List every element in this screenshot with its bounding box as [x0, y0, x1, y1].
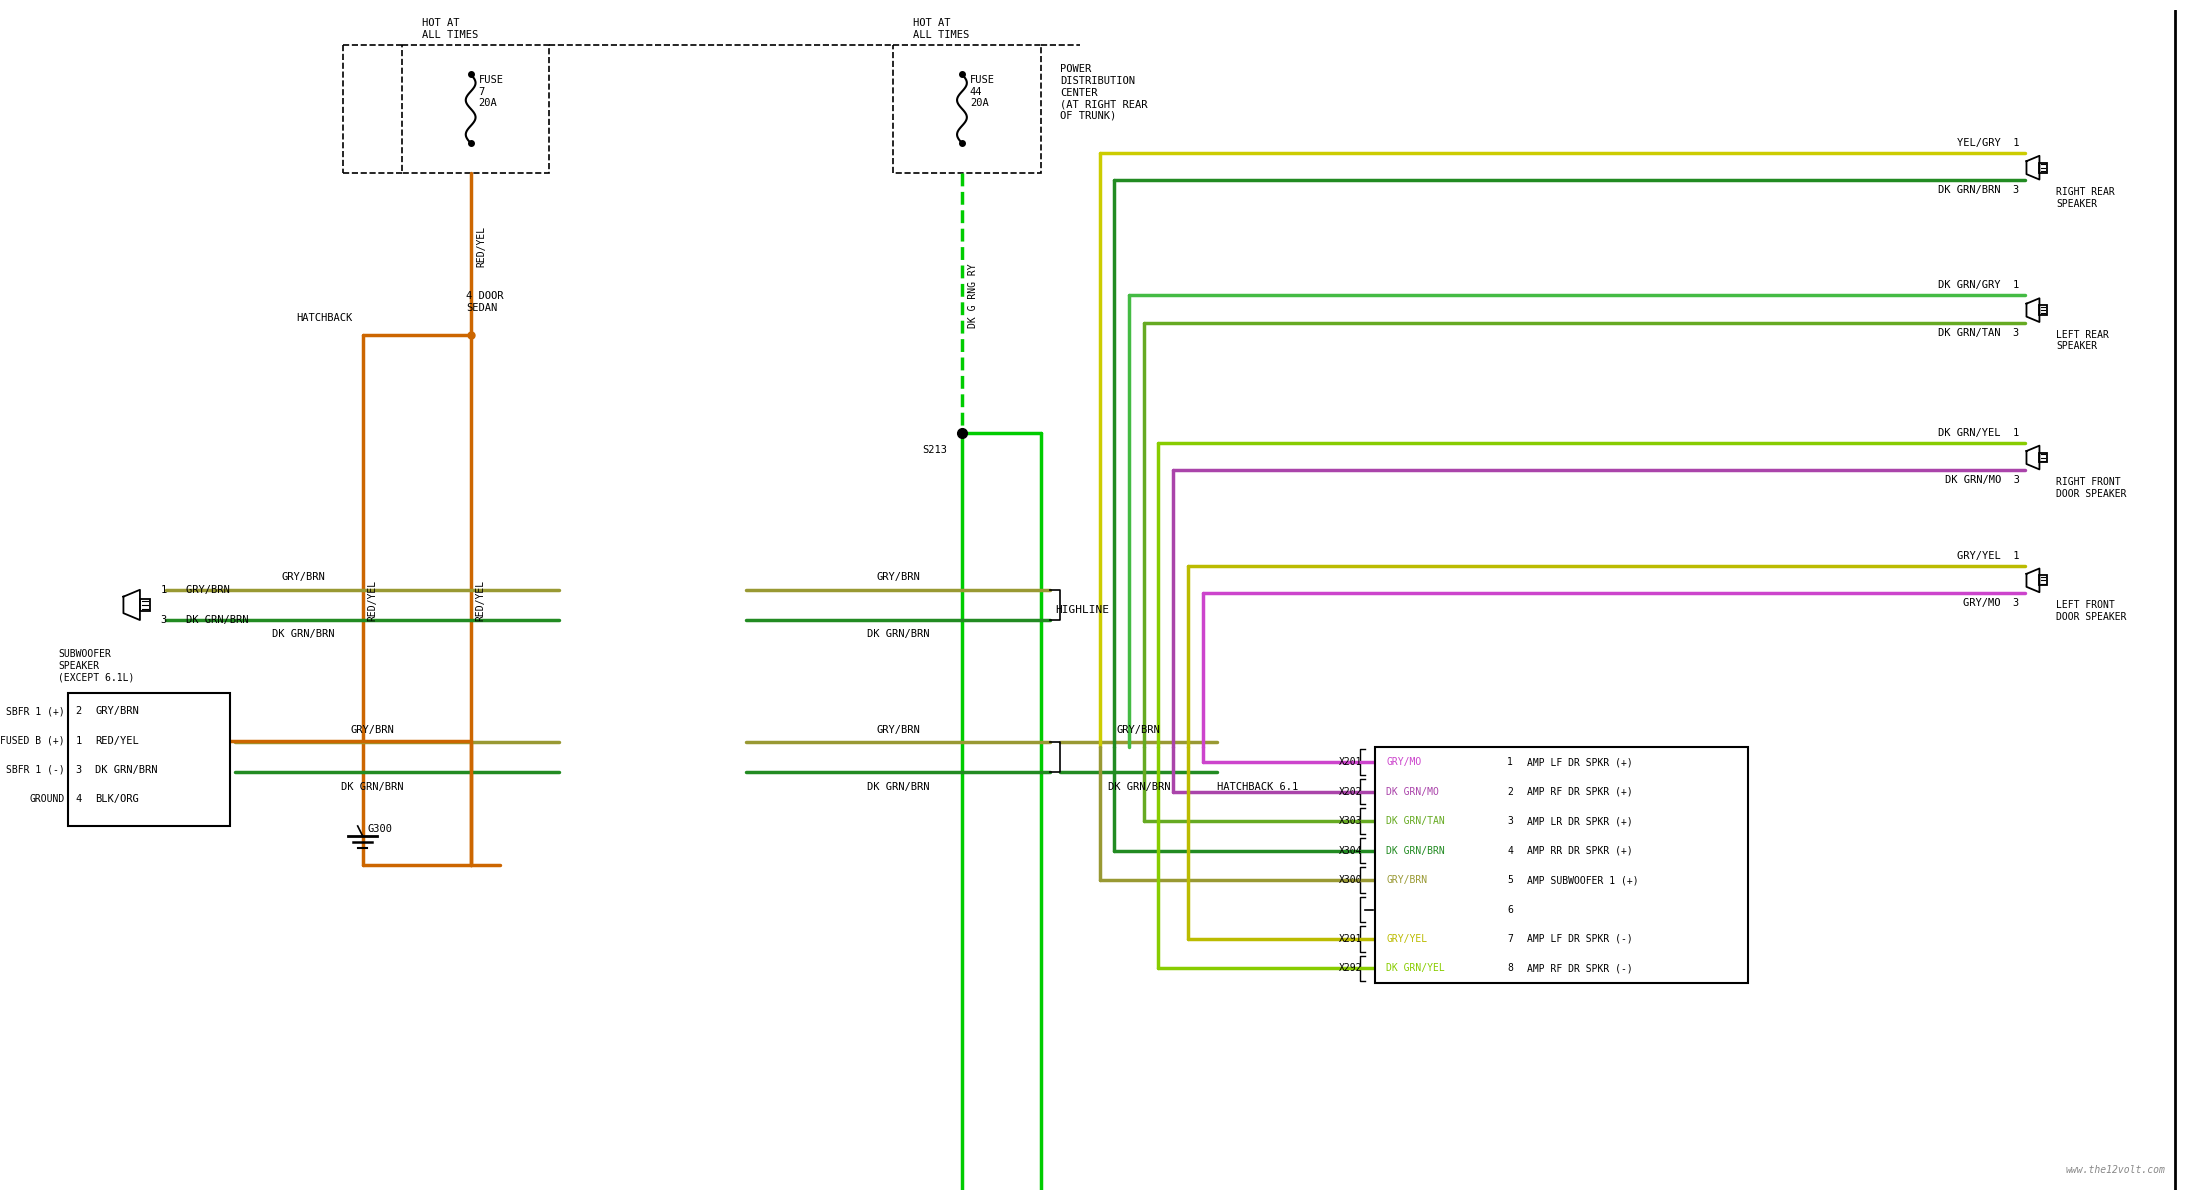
- Text: GROUND: GROUND: [29, 794, 64, 804]
- Text: GRY/YEL: GRY/YEL: [1386, 934, 1428, 944]
- Text: 7: 7: [1507, 934, 1514, 944]
- Text: GRY/BRN: GRY/BRN: [876, 725, 920, 734]
- Text: DK GRN/BRN: DK GRN/BRN: [1386, 846, 1445, 856]
- Text: 5: 5: [1507, 875, 1514, 886]
- Text: GRY/MO  3: GRY/MO 3: [1962, 598, 2020, 608]
- Text: GRY/YEL  1: GRY/YEL 1: [1958, 551, 2020, 560]
- Text: GRY/BRN: GRY/BRN: [95, 706, 139, 716]
- Text: RED/YEL: RED/YEL: [367, 580, 378, 620]
- Text: DK GRN/YEL  1: DK GRN/YEL 1: [1938, 428, 2020, 438]
- Text: 1   GRY/BRN: 1 GRY/BRN: [161, 586, 231, 595]
- Text: GRY/BRN: GRY/BRN: [350, 725, 394, 734]
- Text: FUSE
44
20A: FUSE 44 20A: [970, 74, 994, 108]
- Text: DK GRN/BRN  3: DK GRN/BRN 3: [1938, 185, 2020, 196]
- Text: BLK/ORG: BLK/ORG: [95, 794, 139, 804]
- Text: HOT AT
ALL TIMES: HOT AT ALL TIMES: [913, 18, 968, 40]
- Text: DK GRN/BRN: DK GRN/BRN: [867, 781, 928, 792]
- Text: GRY/BRN: GRY/BRN: [1118, 725, 1162, 734]
- Text: www.the12volt.com: www.the12volt.com: [2066, 1165, 2165, 1175]
- Text: 4: 4: [1507, 846, 1514, 856]
- Text: 8: 8: [1507, 964, 1514, 973]
- Text: X202: X202: [1340, 787, 1362, 797]
- Text: DK GRN/BRN: DK GRN/BRN: [1107, 781, 1170, 792]
- Text: 3: 3: [75, 764, 81, 775]
- Text: SBFR 1 (-): SBFR 1 (-): [7, 764, 64, 775]
- Text: DK GRN/MO: DK GRN/MO: [1386, 787, 1439, 797]
- Text: DK GRN/BRN: DK GRN/BRN: [867, 630, 928, 640]
- Text: POWER
DISTRIBUTION
CENTER
(AT RIGHT REAR
OF TRUNK): POWER DISTRIBUTION CENTER (AT RIGHT REAR…: [1060, 65, 1148, 121]
- Text: RIGHT REAR
SPEAKER: RIGHT REAR SPEAKER: [2057, 187, 2114, 209]
- Text: 1: 1: [75, 736, 81, 745]
- Text: AMP RF DR SPKR (+): AMP RF DR SPKR (+): [1527, 787, 1632, 797]
- Text: 3   DK GRN/BRN: 3 DK GRN/BRN: [161, 614, 249, 625]
- Text: X292: X292: [1340, 964, 1362, 973]
- Text: RED/YEL: RED/YEL: [95, 736, 139, 745]
- Text: DK GRN/BRN: DK GRN/BRN: [341, 781, 403, 792]
- Text: HOT AT
ALL TIMES: HOT AT ALL TIMES: [422, 18, 477, 40]
- Text: X304: X304: [1340, 846, 1362, 856]
- Text: AMP LF DR SPKR (-): AMP LF DR SPKR (-): [1527, 934, 1632, 944]
- Bar: [403, 44, 550, 173]
- Text: X303: X303: [1340, 816, 1362, 826]
- Bar: [68, 694, 231, 826]
- Text: 6: 6: [1507, 905, 1514, 914]
- Text: YEL/GRY  1: YEL/GRY 1: [1958, 138, 2020, 148]
- Text: FUSE
7
20A: FUSE 7 20A: [480, 74, 504, 108]
- Text: GRY/MO: GRY/MO: [1386, 757, 1421, 767]
- Text: G300: G300: [367, 824, 392, 834]
- Text: GRY/BRN: GRY/BRN: [282, 572, 326, 582]
- Text: AMP RR DR SPKR (+): AMP RR DR SPKR (+): [1527, 846, 1632, 856]
- Text: RED/YEL: RED/YEL: [477, 226, 486, 266]
- Text: AMP LF DR SPKR (+): AMP LF DR SPKR (+): [1527, 757, 1632, 767]
- Text: DK G RNG RY: DK G RNG RY: [968, 263, 977, 328]
- Text: 1: 1: [1507, 757, 1514, 767]
- Bar: [2039, 163, 2046, 173]
- Text: 4 DOOR
SEDAN: 4 DOOR SEDAN: [466, 292, 504, 313]
- Text: 2: 2: [75, 706, 81, 716]
- Text: X300: X300: [1340, 875, 1362, 886]
- Text: HATCHBACK: HATCHBACK: [297, 313, 352, 323]
- Text: RIGHT FRONT
DOOR SPEAKER: RIGHT FRONT DOOR SPEAKER: [2057, 478, 2127, 499]
- Text: 3: 3: [1507, 816, 1514, 826]
- Text: AMP RF DR SPKR (-): AMP RF DR SPKR (-): [1527, 964, 1632, 973]
- Bar: [893, 44, 1041, 173]
- Text: GRY/BRN: GRY/BRN: [876, 572, 920, 582]
- Text: LEFT FRONT
DOOR SPEAKER: LEFT FRONT DOOR SPEAKER: [2057, 600, 2127, 622]
- Bar: [2039, 576, 2046, 586]
- Text: SBFR 1 (+): SBFR 1 (+): [7, 706, 64, 716]
- Text: DK GRN/YEL: DK GRN/YEL: [1386, 964, 1445, 973]
- Text: HATCHBACK 6.1: HATCHBACK 6.1: [1217, 781, 1298, 792]
- Text: DK GRN/TAN: DK GRN/TAN: [1386, 816, 1445, 826]
- Text: S213: S213: [922, 445, 948, 455]
- Text: X201: X201: [1340, 757, 1362, 767]
- Text: RED/YEL: RED/YEL: [475, 580, 486, 620]
- Text: LEFT REAR
SPEAKER: LEFT REAR SPEAKER: [2057, 330, 2110, 352]
- Bar: [141, 599, 150, 611]
- Text: HIGHLINE: HIGHLINE: [1056, 605, 1109, 614]
- Text: DK GRN/BRN: DK GRN/BRN: [95, 764, 158, 775]
- Text: DK GRN/BRN: DK GRN/BRN: [273, 630, 334, 640]
- Text: GRY/BRN: GRY/BRN: [1386, 875, 1428, 886]
- Text: AMP SUBWOOFER 1 (+): AMP SUBWOOFER 1 (+): [1527, 875, 1639, 886]
- Text: FUSED B (+): FUSED B (+): [0, 736, 64, 745]
- Text: SUBWOOFER
SPEAKER
(EXCEPT 6.1L): SUBWOOFER SPEAKER (EXCEPT 6.1L): [57, 649, 134, 683]
- Text: 2: 2: [1507, 787, 1514, 797]
- Text: DK GRN/TAN  3: DK GRN/TAN 3: [1938, 328, 2020, 338]
- Text: AMP LR DR SPKR (+): AMP LR DR SPKR (+): [1527, 816, 1632, 826]
- Bar: [2039, 305, 2046, 316]
- Text: X291: X291: [1340, 934, 1362, 944]
- Bar: [1375, 748, 1749, 983]
- Text: DK GRN/MO  3: DK GRN/MO 3: [1945, 475, 2020, 485]
- Text: DK GRN/GRY  1: DK GRN/GRY 1: [1938, 281, 2020, 290]
- Bar: [2039, 452, 2046, 462]
- Text: 4: 4: [75, 794, 81, 804]
